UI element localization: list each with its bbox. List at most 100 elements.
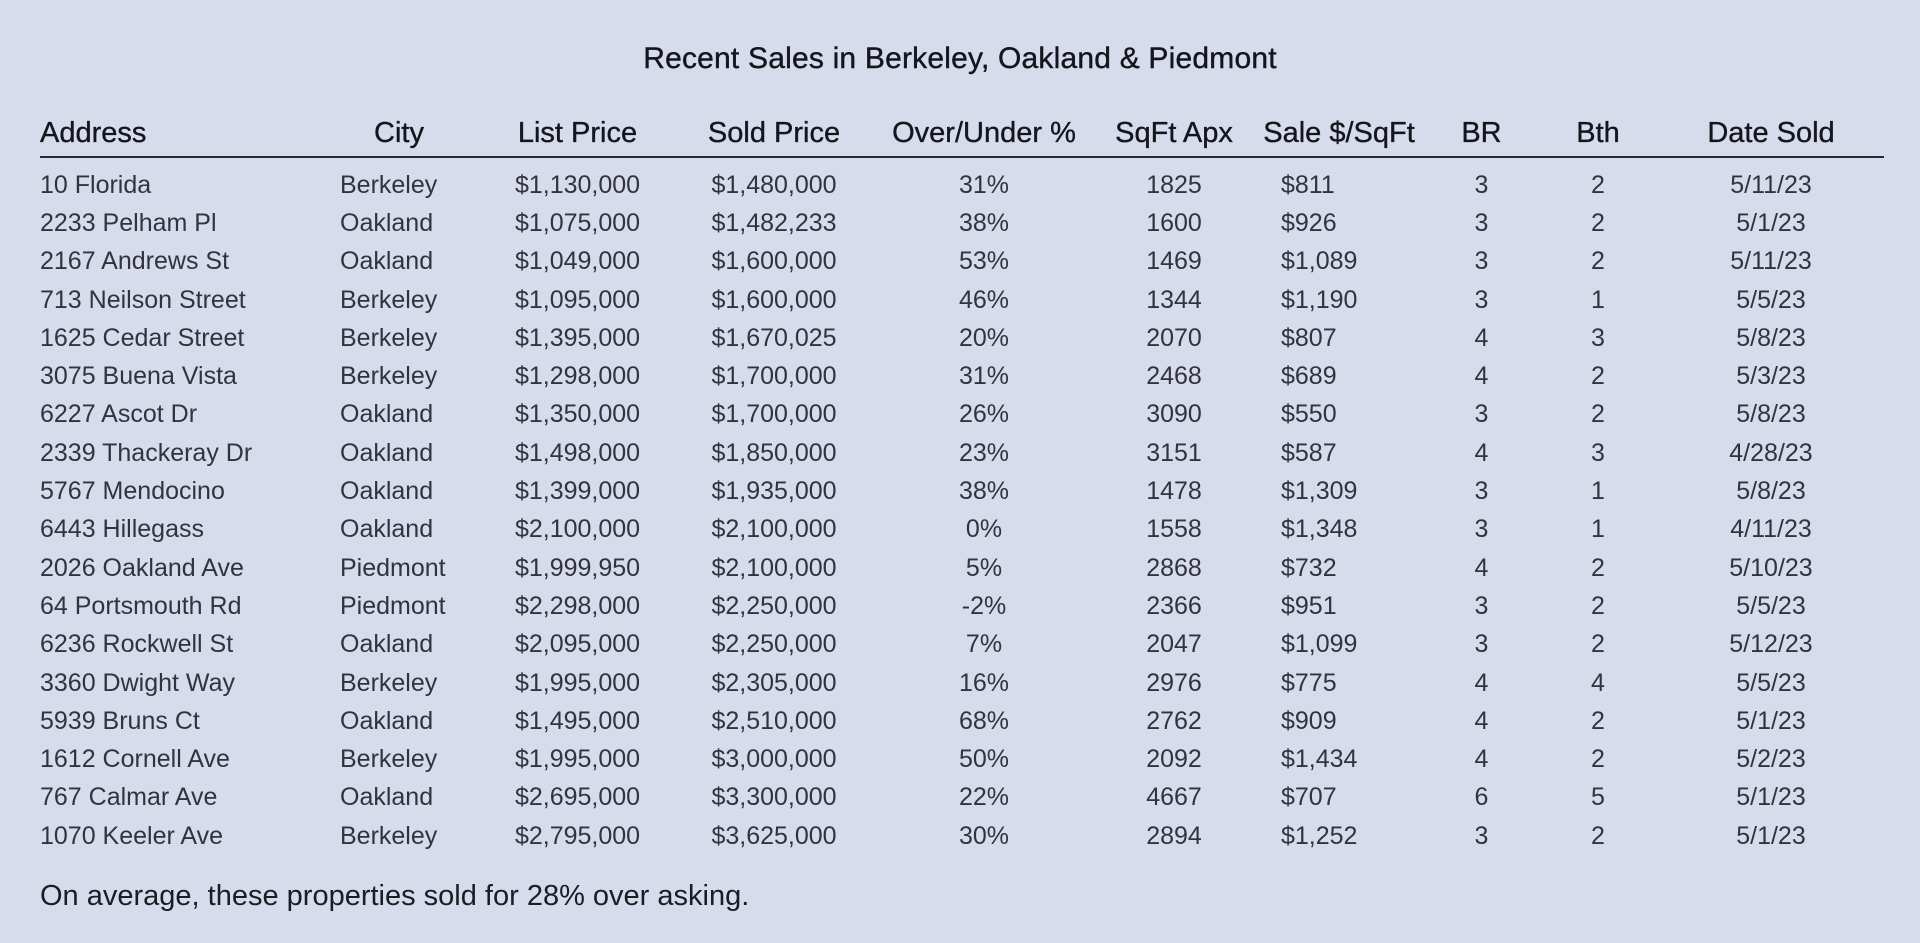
cell-bth: 2 [1591, 821, 1605, 850]
cell-sqft: 4667 [1146, 783, 1202, 812]
cell-sqft: 2468 [1146, 362, 1202, 391]
cell-city: Oakland [340, 515, 434, 544]
cell-br: 3 [1474, 591, 1489, 620]
cell-bth: 2 [1591, 553, 1605, 582]
table-row: 10 Florida Berkeley $1,130,000 $1,480,000 31… [40, 157, 1884, 204]
cell-address: 1625 Cedar Street [40, 323, 245, 352]
table-row: 767 Calmar Ave Oakland $2,695,000 $3,300,00… [40, 779, 1884, 817]
cell-sqft: 2976 [1146, 668, 1202, 697]
cell-sqft: 1344 [1146, 285, 1202, 314]
cell-city: Oakland [340, 438, 434, 467]
cell-bth: 2 [1591, 591, 1605, 620]
cell-address: 1070 Keeler Ave [40, 821, 224, 850]
cell-bth: 1 [1591, 477, 1605, 506]
cell-sold-price: $1,850,000 [711, 438, 837, 467]
cell-city: Oakland [340, 630, 434, 659]
cell-over-under: 31% [958, 362, 1010, 391]
table-row: 6227 Ascot Dr Oakland $1,350,000 $1,700,000… [40, 396, 1884, 434]
cell-address: 767 Calmar Ave [40, 783, 218, 812]
cell-sqft: 2047 [1146, 630, 1202, 659]
cell-list-price: $1,298,000 [514, 362, 641, 391]
table-row: 5939 Bruns Ct Oakland $1,495,000 $2,510,000… [40, 702, 1884, 740]
table-row: 2026 Oakland Ave Piedmont $1,999,950 $2,100… [40, 549, 1884, 587]
cell-over-under: 16% [958, 668, 1010, 697]
cell-sold-price: $2,305,000 [711, 668, 837, 697]
cell-address: 6443 Hillegass [40, 515, 204, 544]
cell-sqft: 2762 [1146, 706, 1202, 735]
cell-address: 64 Portsmouth Rd [40, 591, 242, 620]
cell-list-price: $1,995,000 [514, 668, 641, 697]
cell-sold-price: $2,250,000 [711, 630, 837, 659]
cell-sqft: 2894 [1146, 821, 1202, 850]
header-br: BR [1425, 108, 1538, 158]
cell-date-sold: 5/5/23 [1736, 591, 1806, 620]
table-row: 3360 Dwight Way Berkeley $1,995,000 $2,305,… [40, 664, 1884, 702]
cell-sqft: 1825 [1146, 170, 1202, 199]
cell-address: 3360 Dwight Way [40, 668, 235, 697]
cell-bth: 1 [1591, 285, 1605, 314]
cell-br: 3 [1474, 630, 1489, 659]
cell-sold-price: $1,482,233 [711, 208, 837, 237]
cell-address: 5767 Mendocino [40, 477, 225, 506]
cell-sale-psf: $1,099 [1281, 630, 1358, 659]
cell-over-under: 23% [958, 438, 1010, 467]
cell-br: 3 [1474, 515, 1489, 544]
cell-list-price: $2,095,000 [514, 630, 641, 659]
cell-list-price: $1,049,000 [514, 247, 641, 276]
table-row: 2339 Thackeray Dr Oakland $1,498,000 $1,850… [40, 434, 1884, 472]
cell-br: 3 [1474, 208, 1489, 237]
cell-bth: 2 [1591, 400, 1605, 429]
header-city: City [318, 108, 480, 158]
cell-over-under: 38% [958, 208, 1010, 237]
cell-sqft: 2092 [1146, 745, 1202, 774]
table-header-row: Address City List Price Sold Price Over/… [40, 108, 1884, 158]
cell-sale-psf: $1,252 [1281, 821, 1358, 850]
cell-sqft: 2868 [1146, 553, 1202, 582]
cell-sale-psf: $1,434 [1281, 745, 1358, 774]
cell-br: 4 [1474, 362, 1489, 391]
cell-list-price: $1,498,000 [514, 438, 641, 467]
cell-sold-price: $3,300,000 [711, 783, 837, 812]
cell-bth: 2 [1591, 170, 1605, 199]
cell-bth: 2 [1591, 706, 1605, 735]
cell-over-under: 7% [965, 630, 1003, 659]
cell-br: 4 [1474, 553, 1489, 582]
cell-bth: 3 [1591, 323, 1605, 352]
cell-address: 2167 Andrews St [40, 247, 230, 276]
cell-date-sold: 5/5/23 [1736, 285, 1806, 314]
cell-city: Berkeley [340, 170, 438, 199]
cell-br: 3 [1474, 285, 1489, 314]
header-list-price: List Price [480, 108, 675, 158]
cell-sold-price: $2,100,000 [711, 515, 837, 544]
cell-sale-psf: $926 [1281, 208, 1337, 237]
cell-over-under: 0% [965, 515, 1003, 544]
cell-list-price: $2,695,000 [514, 783, 641, 812]
cell-br: 4 [1474, 745, 1489, 774]
cell-sold-price: $2,250,000 [711, 591, 837, 620]
cell-address: 2026 Oakland Ave [40, 553, 244, 582]
cell-list-price: $1,399,000 [514, 477, 641, 506]
cell-sold-price: $1,480,000 [711, 170, 837, 199]
cell-date-sold: 5/1/23 [1736, 208, 1806, 237]
cell-list-price: $1,999,950 [514, 553, 641, 582]
table-row: 1070 Keeler Ave Berkeley $2,795,000 $3,625,… [40, 817, 1884, 855]
cell-over-under: 20% [958, 323, 1010, 352]
cell-sold-price: $1,670,025 [711, 323, 837, 352]
cell-sqft: 2070 [1146, 323, 1202, 352]
cell-city: Berkeley [340, 285, 438, 314]
cell-date-sold: 5/1/23 [1736, 783, 1806, 812]
cell-bth: 2 [1591, 630, 1605, 659]
page-title: Recent Sales in Berkeley, Oakland & Pied… [643, 42, 1277, 75]
header-sqft: SqFt Apx [1095, 108, 1253, 158]
cell-city: Oakland [340, 208, 434, 237]
cell-sqft: 1558 [1146, 515, 1202, 544]
table-row: 5767 Mendocino Oakland $1,399,000 $1,935,00… [40, 472, 1884, 510]
header-sold-price: Sold Price [675, 108, 873, 158]
cell-sale-psf: $951 [1281, 591, 1337, 620]
cell-city: Piedmont [340, 591, 446, 620]
cell-city: Piedmont [340, 553, 446, 582]
cell-list-price: $1,395,000 [514, 323, 641, 352]
cell-over-under: 22% [958, 783, 1010, 812]
cell-date-sold: 5/2/23 [1736, 745, 1806, 774]
cell-city: Oakland [340, 400, 434, 429]
